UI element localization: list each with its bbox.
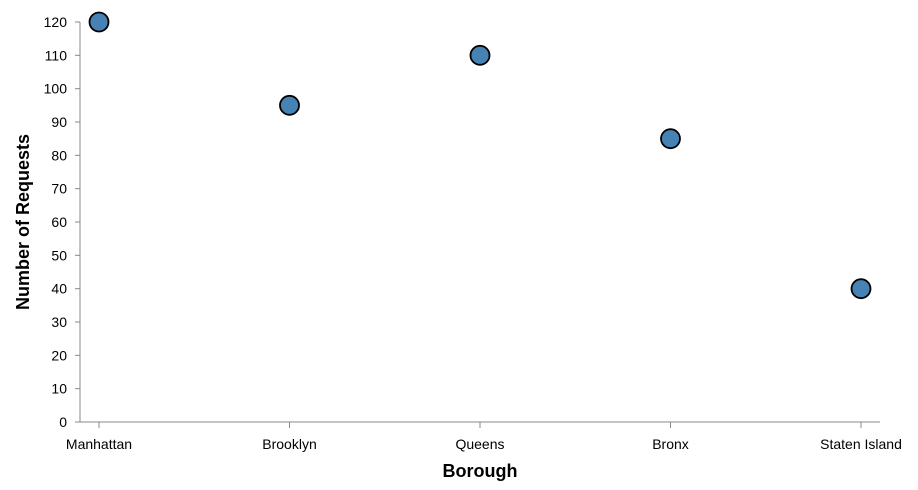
- x-tick-label: Staten Island: [820, 436, 902, 452]
- y-tick-label: 30: [51, 314, 67, 330]
- plot-area: [88, 11, 872, 300]
- y-tick-label: 40: [51, 281, 67, 297]
- x-tick-label: Brooklyn: [262, 436, 316, 452]
- data-point: [88, 11, 110, 33]
- data-point: [850, 278, 872, 300]
- y-tick-label: 20: [51, 347, 67, 363]
- x-tick-label: Queens: [455, 436, 504, 452]
- x-tick-label: Bronx: [652, 436, 689, 452]
- y-tick-label: 70: [51, 181, 67, 197]
- y-tick-label: 100: [44, 81, 68, 97]
- data-point: [279, 94, 300, 116]
- data-point: [660, 128, 681, 150]
- x-axis: Manhattan Brooklyn Queens Bronx Staten Islan…: [66, 421, 902, 452]
- x-axis-title: Borough: [443, 461, 518, 481]
- y-tick-label: 80: [51, 147, 67, 163]
- y-tick-label: 50: [51, 247, 67, 263]
- x-tick-label: Manhattan: [66, 436, 132, 452]
- y-tick-label: 10: [51, 381, 67, 397]
- y-tick-label: 120: [44, 14, 68, 30]
- data-point: [469, 44, 491, 66]
- y-tick-label: 0: [59, 414, 67, 430]
- y-tick-label: 90: [51, 114, 67, 130]
- y-tick-label: 110: [45, 47, 68, 63]
- y-axis: 0 10 20 30 40 50 60 70 80 90 100 110 120: [44, 14, 81, 430]
- y-axis-title: Number of Requests: [13, 134, 33, 310]
- y-tick-label: 60: [51, 214, 67, 230]
